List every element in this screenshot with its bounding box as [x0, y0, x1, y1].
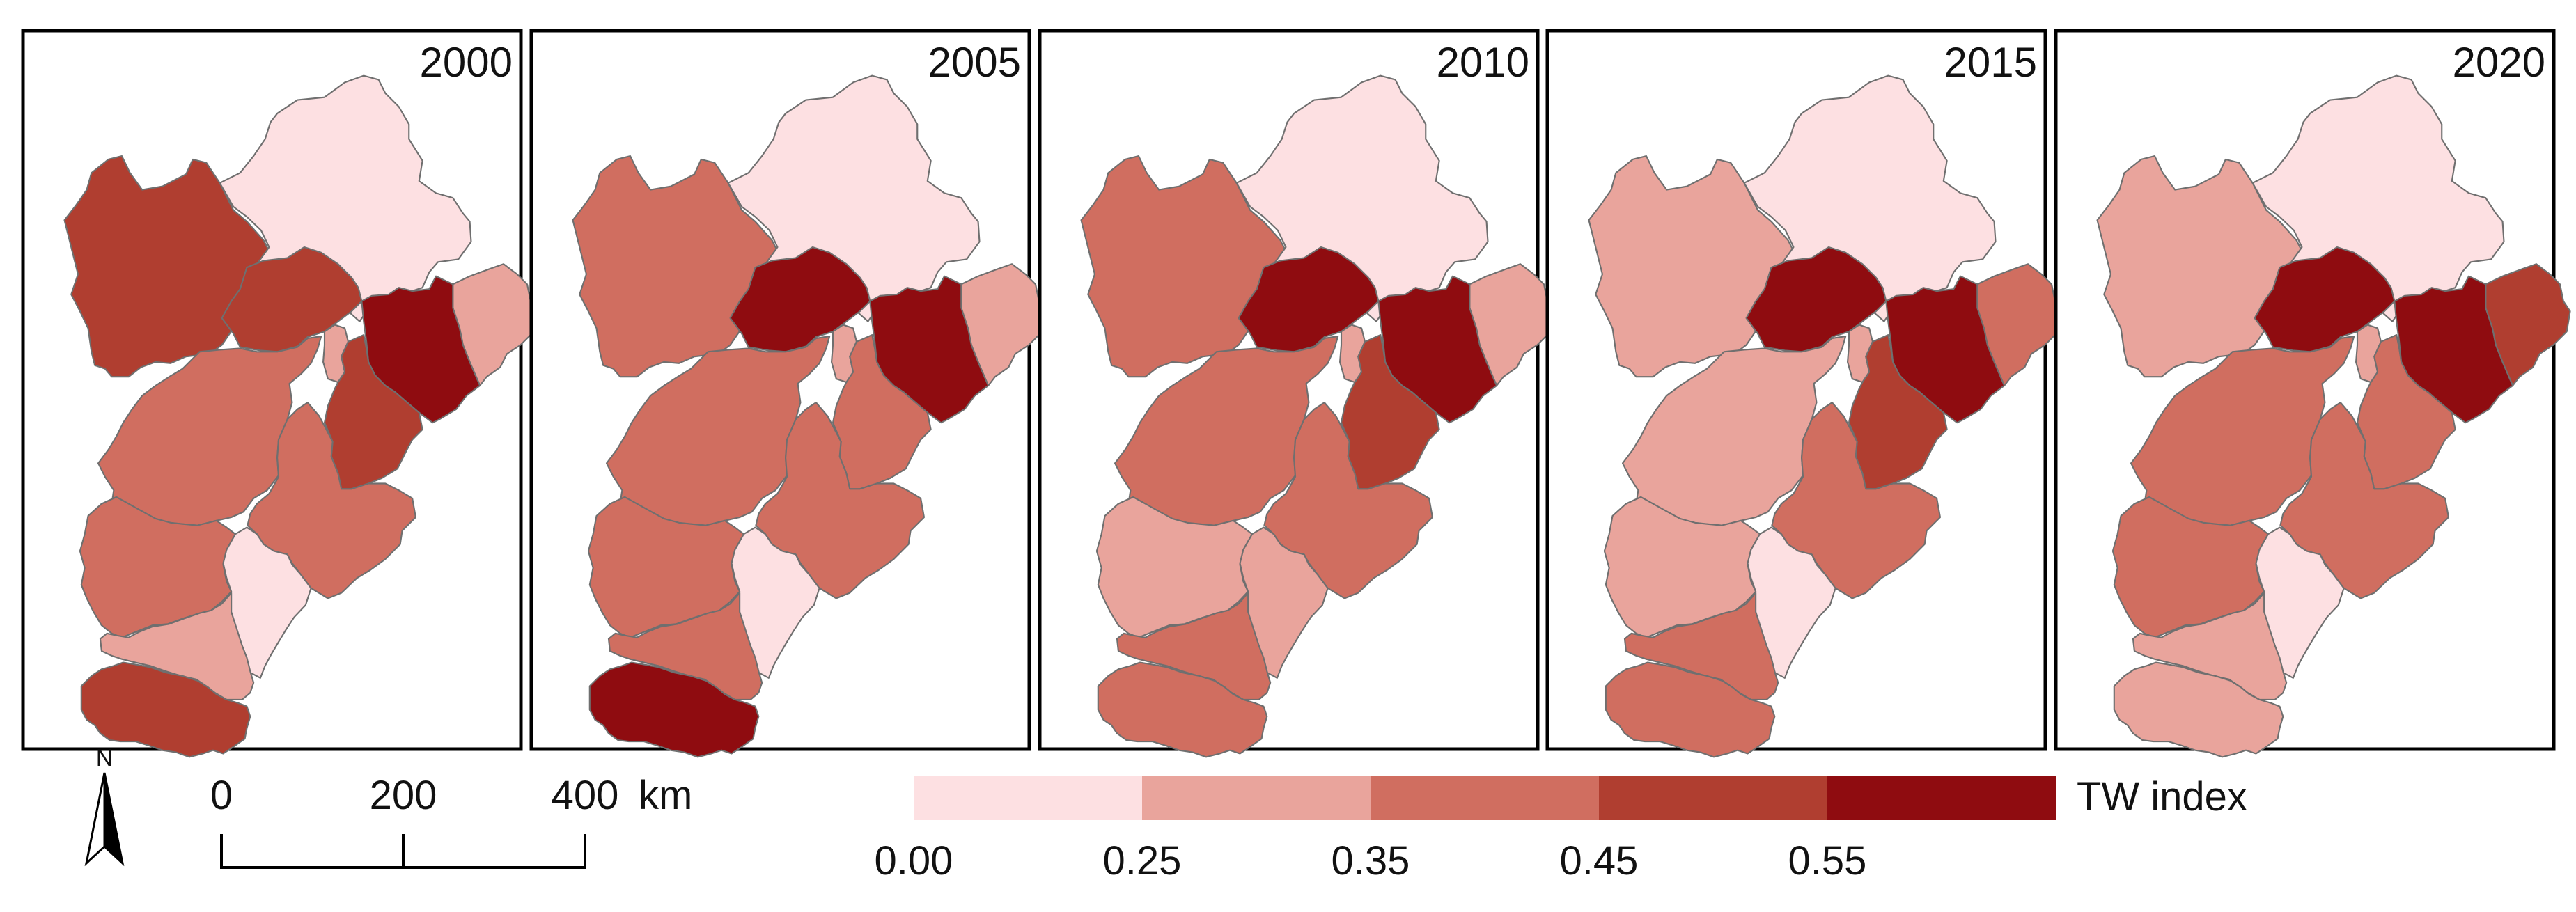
- north-arrow-letter: N: [96, 745, 114, 771]
- region-zhangjiakou: [572, 155, 780, 378]
- region-cangzhou: [1263, 402, 1434, 599]
- tw-index-legend: TW index 0.00 0.25 0.35 0.45 0.55: [875, 774, 2247, 883]
- region-cangzhou: [2279, 402, 2450, 599]
- map-panel-2010: 2010: [1038, 29, 1555, 758]
- legend-title: TW index: [2077, 774, 2247, 819]
- region-tianjin: [832, 334, 932, 490]
- legend-class-label: 0.35: [1332, 838, 1410, 883]
- legend-swatch: [1827, 776, 2056, 820]
- scale-label-400: 400: [552, 773, 619, 818]
- panel-year-label: 2020: [2453, 39, 2545, 86]
- map-panel-2000: 2000: [21, 29, 538, 758]
- map-panel-2020: 2020: [2054, 29, 2571, 758]
- region-tianjin: [1340, 334, 1440, 490]
- legend-swatch: [1599, 776, 1827, 820]
- panel-year-label: 2015: [1944, 39, 2037, 86]
- region-handan: [588, 661, 760, 758]
- region-shijiazhuang: [1095, 496, 1254, 638]
- legend-swatch: [1371, 776, 1599, 820]
- map-regions: [1588, 74, 2063, 758]
- legend-swatch: [1142, 776, 1371, 820]
- region-handan: [80, 661, 251, 758]
- region-handan: [2113, 661, 2284, 758]
- region-shijiazhuang: [2111, 496, 2270, 638]
- region-tianjin: [1848, 334, 1948, 490]
- scale-label-0: 0: [210, 773, 233, 818]
- region-baoding: [605, 335, 831, 526]
- north-arrow: N: [84, 745, 125, 867]
- region-cangzhou: [247, 402, 417, 599]
- legend-class-label: 0.55: [1788, 838, 1867, 883]
- region-xingtai: [607, 592, 763, 700]
- map-regions: [63, 74, 538, 758]
- region-zhangjiakou: [1080, 155, 1288, 378]
- region-handan: [1097, 661, 1268, 758]
- region-baoding: [1114, 335, 1339, 526]
- region-cangzhou: [755, 402, 926, 599]
- region-zhangjiakou: [1588, 155, 1796, 378]
- scale-unit: km: [639, 773, 692, 818]
- region-zhangjiakou: [63, 155, 272, 378]
- region-cangzhou: [1771, 402, 1942, 599]
- region-tianjin: [2356, 334, 2456, 490]
- region-baoding: [1621, 335, 1847, 526]
- map-regions: [1080, 74, 1555, 758]
- north-arrow-right-half: [103, 772, 125, 867]
- legend-class-label: 0.25: [1103, 838, 1182, 883]
- region-zhangjiakou: [2096, 155, 2304, 378]
- legend-class-label: 0.00: [875, 838, 953, 883]
- legend-class-label: 0.45: [1560, 838, 1639, 883]
- map-regions: [572, 74, 1047, 758]
- scale-bar-line: [220, 834, 586, 869]
- map-regions: [2096, 74, 2571, 758]
- scale-bar: 0 200 400 km: [210, 773, 692, 869]
- panel-year-label: 2010: [1437, 39, 1529, 86]
- panel-year-label: 2000: [420, 39, 513, 86]
- panel-year-label: 2005: [928, 39, 1021, 86]
- region-xingtai: [99, 592, 255, 700]
- map-panel-2015: 2015: [1545, 29, 2063, 758]
- map-panels: 2000 2005 2010 2015 2020: [21, 29, 2571, 758]
- region-shijiazhuang: [79, 496, 237, 638]
- scale-label-200: 200: [370, 773, 437, 818]
- region-tianjin: [323, 334, 423, 490]
- north-arrow-left-half: [84, 772, 106, 867]
- region-handan: [1605, 661, 1776, 758]
- region-xingtai: [1623, 592, 1779, 700]
- region-xingtai: [1116, 592, 1272, 700]
- region-shijiazhuang: [587, 496, 745, 638]
- region-baoding: [2130, 335, 2355, 526]
- region-baoding: [97, 335, 322, 526]
- map-panel-2005: 2005: [529, 29, 1047, 758]
- legend-swatch: [914, 776, 1142, 820]
- region-shijiazhuang: [1603, 496, 1761, 638]
- region-xingtai: [2132, 592, 2288, 700]
